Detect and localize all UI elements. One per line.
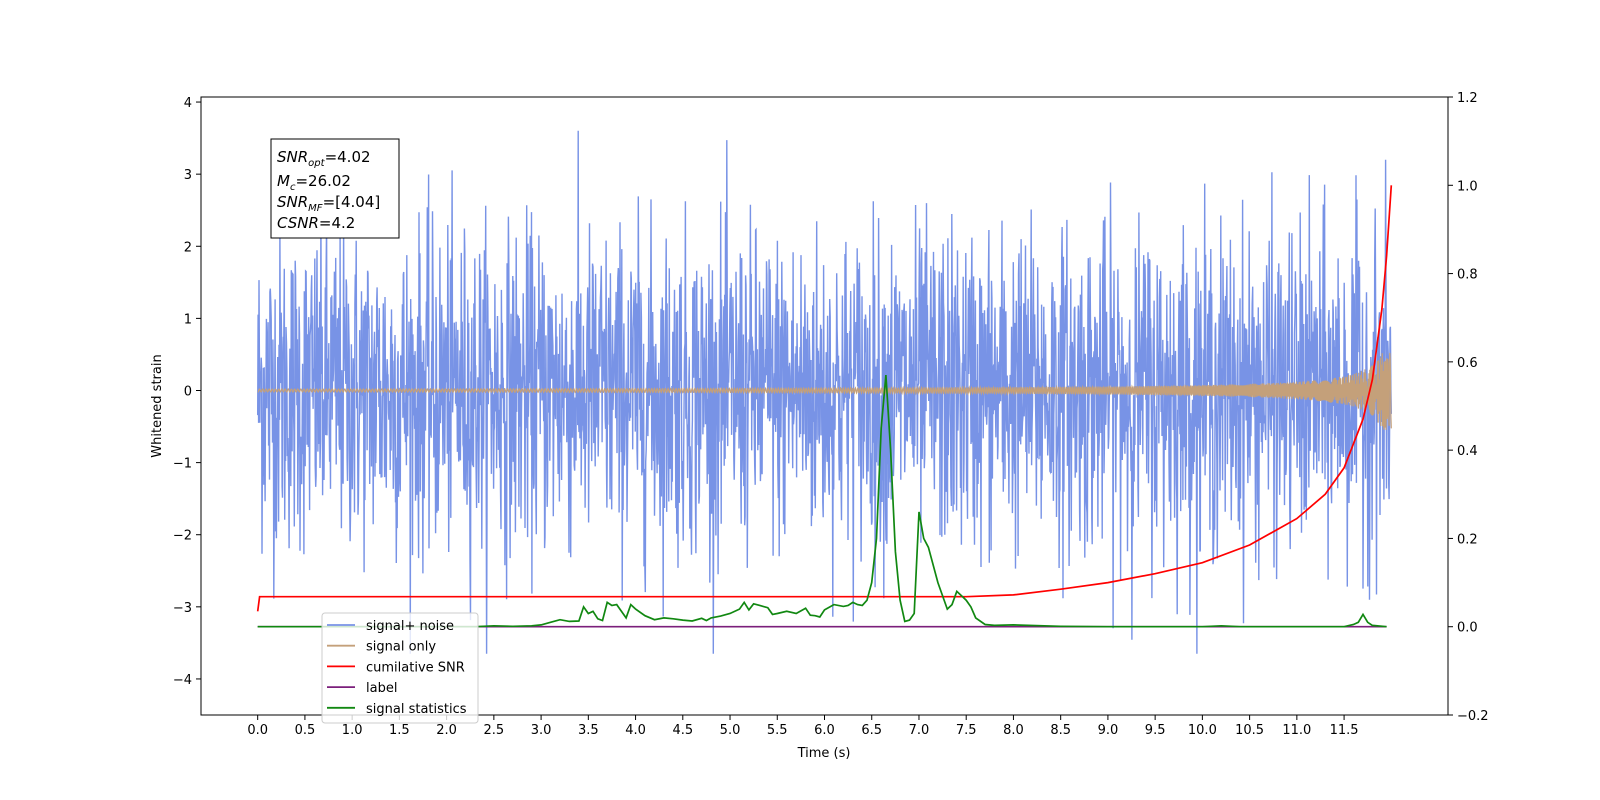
x-tick-label: 7.0 [909, 723, 930, 738]
y-tick-label: 3 [184, 168, 192, 183]
x-tick-label: 5.5 [767, 723, 788, 738]
y-tick-label: −1 [173, 457, 192, 472]
series-line-signal-noise [257, 130, 1392, 654]
x-tick-label: 4.0 [625, 723, 646, 738]
legend-frame [321, 612, 479, 724]
x-tick-label: 2.0 [436, 723, 457, 738]
x-tick-label: 3.5 [578, 723, 599, 738]
x-tick-label: 4.5 [672, 723, 693, 738]
x-tick-label: 8.5 [1050, 723, 1071, 738]
x-tick-label: 8.0 [1003, 723, 1024, 738]
y-axis-label: Whitened strain [150, 354, 165, 457]
legend-label: signal only [366, 640, 436, 655]
x-tick-label: 1.0 [342, 723, 363, 738]
y2-tick-label: 0.4 [1457, 444, 1478, 459]
y2-tick-label: 0.6 [1457, 356, 1478, 371]
x-tick-label: 6.0 [814, 723, 835, 738]
annotation-line-snr-mf: SNRMF=[4.04] [277, 193, 380, 214]
y2-tick-label: 0.8 [1457, 268, 1478, 283]
y2-tick-label: 0.0 [1457, 621, 1478, 636]
annotation-line-csnr: CSNR=4.2 [277, 214, 355, 232]
annotation-frame [270, 138, 400, 239]
legend-label: cumilative SNR [366, 660, 465, 675]
stats-annotation-box: SNRopt=4.02 Mc=26.02 SNRMF=[4.04] CSNR=4… [270, 138, 400, 239]
y2-tick-label: −0.2 [1457, 709, 1489, 724]
annotation-line-snr-opt: SNRopt=4.02 [277, 148, 371, 169]
x-tick-label: 1.5 [389, 723, 410, 738]
legend-label: signal+ noise [366, 619, 454, 634]
x-tick-label: 7.5 [956, 723, 977, 738]
x-tick-label: 9.5 [1145, 723, 1166, 738]
y-tick-label: 0 [184, 384, 192, 399]
y2-tick-label: 0.2 [1457, 532, 1478, 547]
x-tick-label: 9.0 [1098, 723, 1119, 738]
y-tick-label: 1 [184, 312, 192, 327]
legend-label: signal statistics [366, 702, 467, 717]
axes-layer: 0.0 0.5 1.0 1.5 2.0 2.5 3.0 3.5 4.0 4.5 5.0 5.5 6.0 6… [173, 91, 1489, 738]
y-tick-label: −3 [173, 601, 192, 616]
annotation-line-mc: Mc=26.02 [277, 172, 351, 193]
x-tick-label: 5.0 [720, 723, 741, 738]
y-tick-label: 2 [184, 240, 192, 255]
x-tick-label: 6.5 [861, 723, 882, 738]
y-tick-label: −2 [173, 529, 192, 544]
series-layer [256, 130, 1393, 654]
x-tick-label: 10.5 [1235, 723, 1264, 738]
legend-label: label [366, 681, 397, 696]
y2-tick-label: 1.2 [1457, 91, 1478, 106]
y-tick-label: 4 [184, 96, 192, 111]
legend: signal+ noise signal only cumilative SNR la… [321, 612, 479, 724]
y2-tick-label: 1.0 [1457, 179, 1478, 194]
x-tick-label: 11.0 [1282, 723, 1311, 738]
x-tick-label: 2.5 [484, 723, 505, 738]
series-line-signal-only [257, 352, 1392, 431]
x-tick-label: 0.0 [247, 723, 268, 738]
x-tick-label: 10.0 [1188, 723, 1217, 738]
series-line-signal-statistics [257, 375, 1387, 628]
x-tick-label: 11.5 [1330, 723, 1359, 738]
x-axis-label: Time (s) [797, 746, 851, 761]
series-line-cumilative-snr [256, 185, 1393, 612]
x-tick-label: 0.5 [295, 723, 316, 738]
x-tick-label: 3.0 [531, 723, 552, 738]
y-tick-label: −4 [173, 673, 192, 688]
